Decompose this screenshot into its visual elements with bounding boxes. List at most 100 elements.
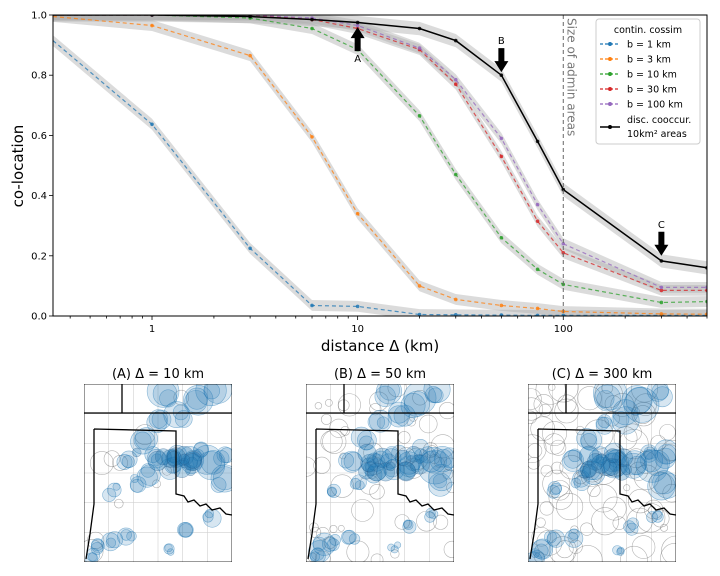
map-grey-circle [314, 402, 323, 410]
y-tick-label: 0.4 [31, 191, 47, 202]
map-grey-circle [612, 516, 627, 530]
map-blue-circle [428, 464, 454, 492]
map-blue-circle [387, 543, 395, 552]
map-blue-circle [643, 446, 657, 460]
point-2-5 [417, 114, 422, 118]
map-cluster-circle [147, 450, 168, 471]
point-4-8 [535, 202, 540, 207]
map-b [306, 384, 454, 562]
map-c [528, 384, 676, 562]
point-3-8 [535, 219, 540, 223]
point-1-1 [150, 23, 154, 28]
map-blue-circle [568, 528, 580, 540]
map-blue-circle [432, 474, 448, 489]
map-blue-circle [167, 548, 175, 556]
map-blue-circle [152, 384, 178, 406]
map-blue-circle [412, 439, 429, 456]
map-blue-circle [651, 384, 669, 401]
map-grey-circle [337, 393, 361, 417]
map-blue-circle [651, 386, 673, 408]
map-blue-circle [576, 428, 597, 449]
map-grey-circle [662, 483, 676, 503]
map-cluster-circle [613, 464, 630, 481]
band-3 [53, 15, 707, 296]
point-5-7 [499, 73, 504, 77]
series-line-4 [53, 15, 707, 288]
map-blue-circle [144, 446, 162, 463]
map-blue-circle [136, 466, 158, 488]
map-blue-circle [91, 538, 104, 551]
annotation-label-a: A [354, 54, 361, 65]
map-grey-circle [548, 384, 579, 403]
band-2 [53, 15, 707, 308]
map-grey-circle [325, 399, 333, 407]
map-blue-circle [612, 411, 630, 428]
point-3-9 [561, 250, 566, 255]
legend-label-1: b = 3 km [627, 55, 671, 66]
series-line-1 [53, 15, 707, 315]
point-2-8 [535, 267, 540, 272]
map-grey-circle [112, 455, 128, 471]
map-panel-c: (C) Δ = 300 km [528, 367, 676, 562]
point-4-4 [355, 23, 360, 28]
map-blue-circle [592, 384, 627, 411]
legend-marker-disc [608, 125, 612, 129]
map-blue-circle [643, 449, 654, 460]
legend-marker-3 [608, 87, 612, 91]
legend-label-4: b = 100 km [627, 100, 683, 111]
map-grey-circle [620, 545, 648, 562]
map-blue-circle [341, 530, 356, 545]
map-blue-circle [616, 547, 625, 556]
map-blue-circle [403, 384, 437, 415]
map-cluster-circle [580, 461, 597, 479]
map-cluster-circle [183, 453, 202, 472]
map-grey-circle [416, 510, 437, 532]
map-blue-circle [348, 533, 361, 545]
map-blue-circle [612, 399, 639, 426]
map-grey-circle [412, 390, 428, 406]
map-grey-circle [442, 468, 454, 480]
legend-marker-2 [608, 72, 612, 76]
map-blue-circle [202, 509, 222, 528]
map-grey-circle [330, 474, 354, 498]
map-grey-circle [528, 388, 542, 410]
map-blue-circle [359, 435, 374, 451]
map-blue-circle [568, 448, 582, 463]
point-5-8 [535, 139, 540, 144]
point-1-3 [310, 135, 314, 139]
map-grey-circle [411, 459, 425, 472]
point-2-3 [310, 26, 314, 31]
map-blue-circle [550, 483, 562, 495]
map-blue-circle [172, 404, 189, 421]
map-blue-circle [202, 511, 214, 523]
point-0-4 [355, 304, 360, 309]
point-1-4 [355, 211, 360, 216]
map-grey-circle [433, 514, 449, 530]
map-cluster-circle [591, 454, 611, 474]
annotation-label-b: B [498, 36, 505, 47]
map-grey-circle [530, 416, 556, 441]
map-grey-circle [610, 392, 635, 417]
map-grey-circle [623, 423, 642, 442]
map-cluster-circle [186, 456, 198, 469]
map-grey-circle [369, 484, 385, 500]
map-grey-circle [556, 493, 584, 521]
map-grey-circle [587, 483, 601, 498]
map-grey-circle [337, 525, 345, 532]
admin-size-line: Size of admin areas [562, 15, 578, 316]
point-3-6 [453, 82, 458, 87]
map-grey-circle [660, 523, 669, 532]
map-blue-circle [321, 536, 338, 552]
map-blue-circle [146, 384, 180, 408]
map-grey-circle [533, 394, 554, 415]
map-panel-a: (A) Δ = 10 km [84, 367, 232, 562]
point-0-8 [535, 313, 540, 316]
map-blue-circle [623, 387, 660, 423]
point-0-6 [453, 312, 458, 316]
point-1-5 [417, 284, 422, 288]
map-grey-circle [661, 444, 676, 462]
map-panels: (A) Δ = 10 km (B) Δ = 50 km (C) Δ = 300 … [84, 367, 676, 562]
point-5-3 [310, 17, 314, 22]
map-border [306, 384, 454, 560]
map-grey-circle [320, 413, 332, 425]
